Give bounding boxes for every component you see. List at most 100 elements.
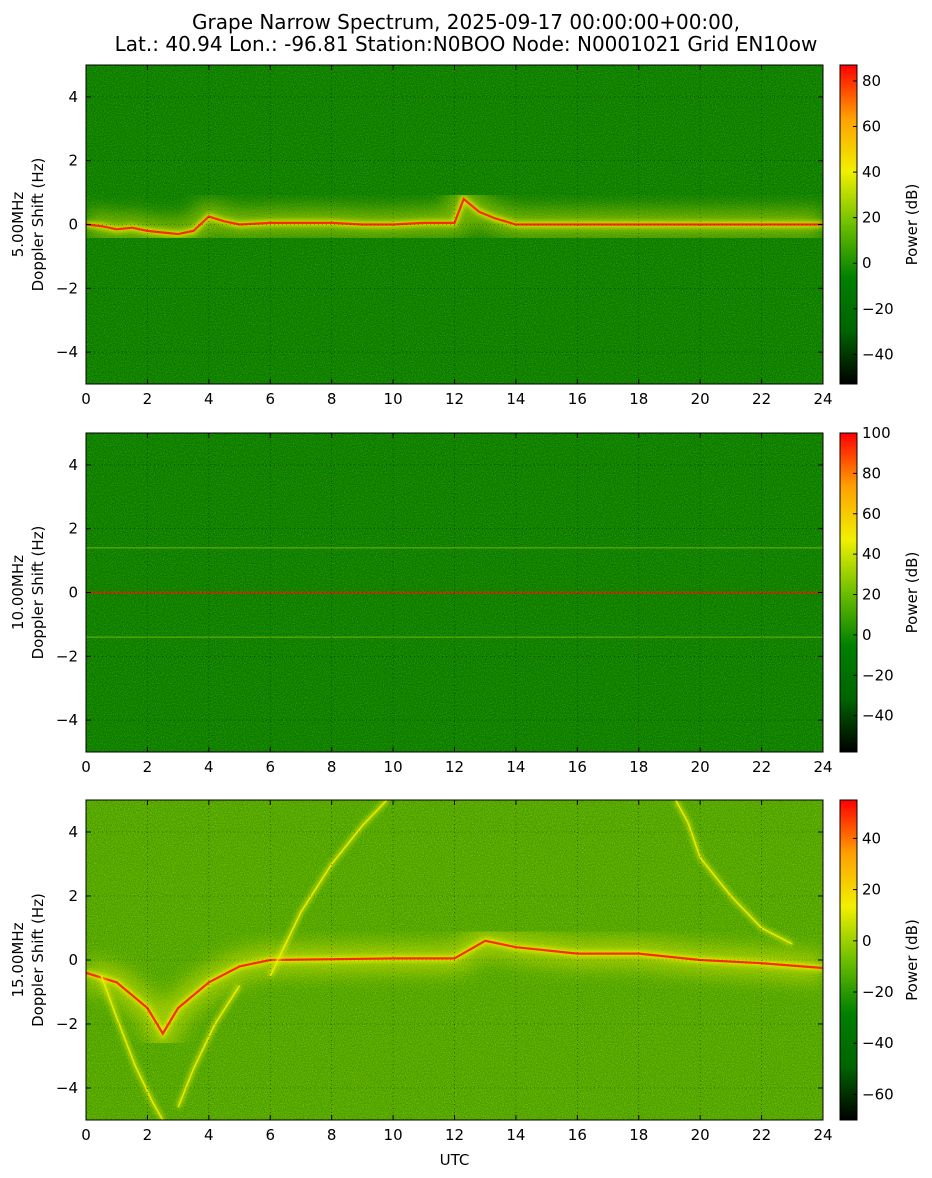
y-tick-label: 0	[68, 584, 78, 602]
x-tick-label: 14	[506, 390, 525, 408]
x-tick-label: 2	[143, 390, 153, 408]
x-tick-label: 0	[81, 758, 91, 776]
x-tick-label: 6	[265, 758, 275, 776]
colorbar-label: Power (dB)	[903, 552, 921, 634]
colorbar-tick-label: 0	[862, 254, 872, 272]
figure-title-line-1: Grape Narrow Spectrum, 2025-09-17 00:00:…	[192, 10, 740, 34]
y-tick-label: −4	[56, 343, 78, 361]
colorbar-tick-label: 40	[862, 545, 881, 563]
colorbar-label: Power (dB)	[903, 919, 921, 1001]
colorbar-tick-label: 0	[862, 932, 872, 950]
x-tick-label: 12	[445, 390, 464, 408]
x-tick-label: 2	[143, 1126, 153, 1144]
colorbar-label: Power (dB)	[903, 184, 921, 266]
colorbar-tick-label: 80	[862, 464, 881, 482]
x-tick-label: 24	[813, 390, 832, 408]
y-axis-label: Doppler Shift (Hz)	[29, 526, 47, 660]
x-tick-label: 16	[568, 758, 587, 776]
y-tick-label: 2	[68, 520, 78, 538]
colorbar-tick-label: 20	[862, 586, 881, 604]
x-tick-label: 0	[81, 390, 91, 408]
x-tick-label: 8	[327, 390, 337, 408]
colorbar-tick-label: 40	[862, 829, 881, 847]
x-tick-label: 20	[691, 390, 710, 408]
x-tick-label: 10	[384, 390, 403, 408]
colorbar-tick-label: −20	[862, 666, 894, 684]
x-tick-label: 6	[265, 1126, 275, 1144]
x-tick-label: 14	[506, 758, 525, 776]
trace-line-3	[100, 975, 164, 1120]
x-tick-label: 24	[813, 758, 832, 776]
x-tick-label: 10	[384, 758, 403, 776]
x-tick-label: 16	[568, 390, 587, 408]
y-tick-label: 4	[68, 456, 78, 474]
x-tick-label: 22	[752, 1126, 771, 1144]
colorbar-tick-label: 60	[862, 505, 881, 523]
x-tick-label: 0	[81, 1126, 91, 1144]
x-tick-label: 12	[445, 758, 464, 776]
y-tick-label: −4	[56, 1079, 78, 1097]
colorbar-tick-label: 20	[862, 881, 881, 899]
colorbar-tick-label: −40	[862, 1034, 894, 1052]
x-tick-label: 24	[813, 1126, 832, 1144]
y-tick-label: 2	[68, 152, 78, 170]
frequency-label: 5.00MHz	[9, 192, 27, 258]
carrier-line	[86, 197, 823, 236]
y-axis-label: Doppler Shift (Hz)	[29, 893, 47, 1027]
colorbar-tick-label: 0	[862, 626, 872, 644]
x-tick-label: 4	[204, 758, 214, 776]
plot-area	[86, 65, 823, 384]
colorbar-tick-label: −60	[862, 1085, 894, 1103]
plot-area	[86, 800, 823, 1120]
colorbar	[839, 432, 858, 753]
x-axis-label: UTC	[440, 1151, 470, 1169]
y-tick-label: −2	[56, 279, 78, 297]
y-tick-label: 2	[68, 887, 78, 905]
x-tick-label: 18	[629, 390, 648, 408]
figure-title-line-2: Lat.: 40.94 Lon.: -96.81 Station:N0BOO N…	[114, 32, 818, 56]
y-tick-label: 0	[68, 216, 78, 234]
x-tick-label: 20	[691, 758, 710, 776]
x-tick-label: 6	[265, 390, 275, 408]
plot-area	[86, 433, 823, 752]
colorbar-tick-label: 40	[862, 163, 881, 181]
y-tick-label: −2	[56, 1015, 78, 1033]
x-tick-label: 2	[143, 758, 153, 776]
y-tick-label: 4	[68, 88, 78, 106]
x-tick-label: 20	[691, 1126, 710, 1144]
x-tick-label: 18	[629, 758, 648, 776]
x-tick-label: 22	[752, 390, 771, 408]
colorbar-tick-label: 20	[862, 209, 881, 227]
colorbar	[839, 799, 858, 1121]
colorbar-tick-label: 80	[862, 72, 881, 90]
colorbar-tick-label: −20	[862, 983, 894, 1001]
colorbar-tick-label: −40	[862, 345, 894, 363]
colorbar-tick-label: −20	[862, 300, 894, 318]
y-tick-label: −4	[56, 711, 78, 729]
trace-line-4	[177, 985, 241, 1108]
x-tick-label: 10	[384, 1126, 403, 1144]
y-axis-label: Doppler Shift (Hz)	[29, 158, 47, 292]
colorbar	[839, 64, 858, 385]
x-tick-label: 4	[204, 1126, 214, 1144]
trace-line-2	[674, 800, 793, 945]
y-tick-label: −2	[56, 647, 78, 665]
colorbar-tick-label: −40	[862, 707, 894, 725]
colorbar-tick-label: 60	[862, 118, 881, 136]
colorbar-tick-label: 100	[862, 424, 891, 442]
y-tick-label: 0	[68, 951, 78, 969]
frequency-label: 15.00MHz	[9, 922, 27, 997]
x-tick-label: 4	[204, 390, 214, 408]
frequency-label: 10.00MHz	[9, 555, 27, 630]
x-tick-label: 8	[327, 1126, 337, 1144]
carrier-line	[86, 939, 823, 1036]
x-tick-label: 18	[629, 1126, 648, 1144]
x-tick-label: 14	[506, 1126, 525, 1144]
y-tick-label: 4	[68, 823, 78, 841]
x-tick-label: 12	[445, 1126, 464, 1144]
x-tick-label: 16	[568, 1126, 587, 1144]
